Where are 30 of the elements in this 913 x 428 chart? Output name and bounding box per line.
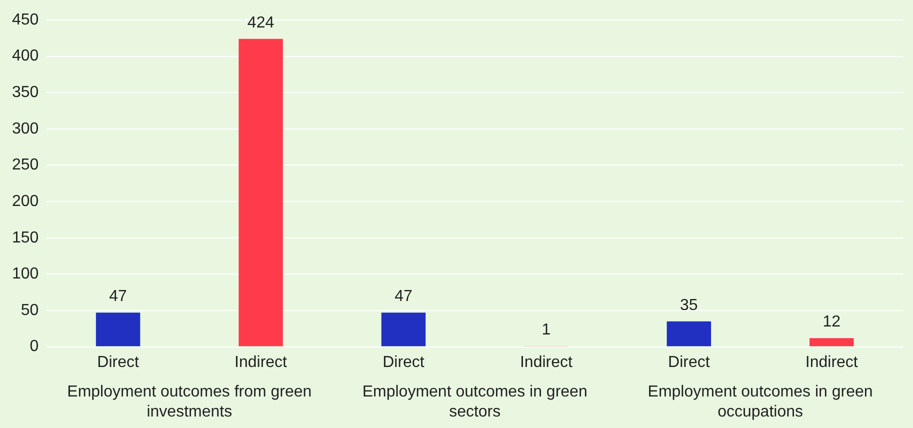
- y-tick-label: 300: [12, 120, 39, 138]
- y-tick-label: 400: [12, 48, 39, 65]
- x-tick-label: Direct: [382, 354, 425, 371]
- x-tick-label: Indirect: [805, 354, 858, 371]
- data-label: 12: [822, 313, 841, 330]
- bar: [96, 312, 140, 346]
- text: Employment outcomes from green investments: [67, 383, 312, 420]
- text: Employment outcomes in green occupations: [648, 383, 873, 420]
- x-tick-label: Direct: [668, 354, 710, 371]
- y-tick-label: 150: [12, 229, 39, 246]
- x-tick-label: Direct: [97, 354, 140, 371]
- data-label: 1: [542, 321, 551, 338]
- data-label: 47: [394, 288, 412, 306]
- data-label: 424: [247, 14, 274, 32]
- y-tick-label: 0: [30, 338, 39, 356]
- y-tick-label: 100: [12, 266, 39, 283]
- bar: [810, 338, 854, 346]
- y-tick-label: 200: [12, 192, 39, 210]
- y-tick-label: 350: [12, 84, 39, 102]
- text: Employment outcomes in green sectors: [362, 383, 588, 420]
- data-label: 35: [680, 296, 698, 314]
- data-label: 47: [109, 288, 128, 306]
- x-tick-label: Indirect: [234, 354, 288, 371]
- y-tick-label: 450: [12, 11, 39, 28]
- x-tick-label: Indirect: [520, 354, 573, 371]
- bar: [238, 38, 283, 346]
- bar: [381, 312, 426, 346]
- y-tick-label: 50: [20, 302, 39, 319]
- bar: [666, 321, 712, 346]
- y-tick-label: 250: [12, 156, 39, 174]
